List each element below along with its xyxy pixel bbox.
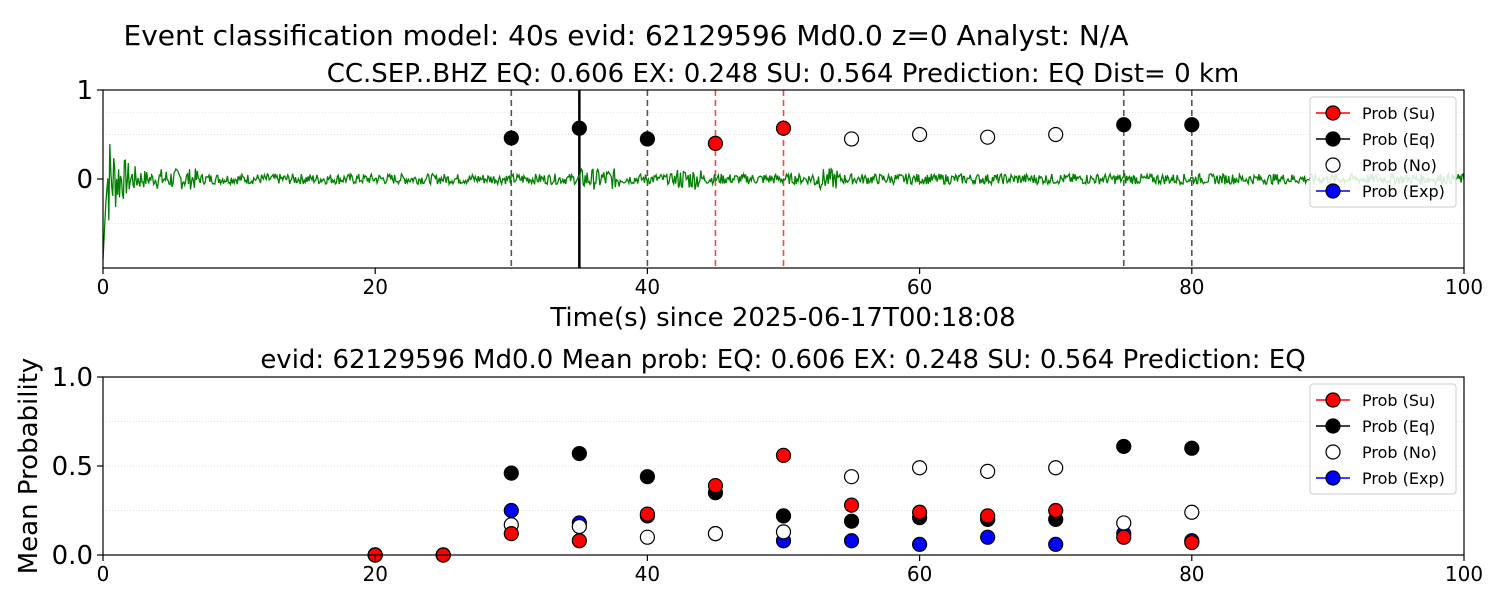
- x-tick-label: 0: [97, 275, 110, 299]
- prob-point-su: [707, 135, 724, 151]
- mean-probability-title: evid: 62129596 Md0.0 Mean prob: EQ: 0.60…: [260, 345, 1305, 375]
- mean-probability-grid: [103, 421, 1464, 511]
- legend-marker: [1325, 131, 1341, 147]
- legend-marker: [1325, 392, 1341, 408]
- y-tick-label: 1: [76, 76, 93, 106]
- prob-point-eq: [571, 120, 587, 136]
- prob-point-no: [1048, 126, 1064, 143]
- legend-marker: [1325, 444, 1341, 460]
- mean-probability-x-ticks: 0 20 40 60 80 100: [97, 555, 1483, 586]
- x-tick-label: 60: [907, 275, 932, 299]
- x-tick-label: 40: [635, 275, 660, 299]
- legend-label: Prob (Exp): [1362, 469, 1445, 488]
- mean-probsu-point: [980, 508, 996, 524]
- waveform-title: CC.SEP..BHZ EQ: 0.606 EX: 0.248 SU: 0.56…: [327, 59, 1240, 89]
- legend-label: Prob (No): [1362, 156, 1437, 175]
- prob-point-eq: [639, 131, 656, 147]
- mean-probno-point: [571, 518, 587, 535]
- x-tick-label: 0: [97, 562, 110, 586]
- mean-probno-point: [639, 529, 656, 545]
- legend-marker: [1325, 418, 1341, 434]
- waveform-panel: CC.SEP..BHZ EQ: 0.606 EX: 0.248 SU: 0.56…: [76, 59, 1483, 333]
- mean-probeq-point: [775, 508, 792, 524]
- mean-probeq-point: [503, 465, 519, 481]
- mean-probsu-point: [911, 504, 928, 520]
- mean-probno-point: [843, 469, 860, 485]
- mean-probno-point: [1048, 460, 1064, 476]
- legend-label: Prob (No): [1362, 443, 1437, 462]
- mean-probexp-point: [911, 536, 928, 552]
- prob-point-eq: [1116, 117, 1132, 133]
- mean-probexp-point: [980, 529, 996, 545]
- mean-probeq-point: [843, 513, 860, 529]
- legend-label: Prob (Eq): [1362, 417, 1435, 436]
- legend-label: Prob (Su): [1362, 104, 1435, 123]
- mean-probsu-point: [503, 526, 519, 542]
- mean-probability-ylabel: Mean Probability: [14, 358, 44, 575]
- legend-label: Prob (Exp): [1362, 182, 1445, 201]
- mean-probsu-point: [1048, 502, 1064, 519]
- mean-probability-points: [367, 438, 1200, 563]
- mean-probeq-point: [639, 469, 656, 485]
- waveform-trace: [102, 143, 1465, 260]
- waveform-line: [102, 143, 1465, 260]
- x-tick-label: 40: [635, 562, 660, 586]
- prob-point-no: [843, 131, 860, 147]
- y-tick-label: 0: [76, 165, 93, 195]
- mean-probsu-point: [571, 533, 587, 549]
- mean-probability-legend: Prob (Su) Prob (Eq) Prob (No) Prob (Exp): [1309, 383, 1457, 495]
- prob-point-no: [911, 126, 928, 143]
- mean-probexp-point: [503, 502, 519, 519]
- x-tick-label: 60: [907, 562, 932, 586]
- x-tick-label: 100: [1445, 275, 1483, 299]
- mean-probsu-point: [707, 477, 724, 494]
- legend-label: Prob (Su): [1362, 391, 1435, 410]
- legend-marker: [1325, 470, 1341, 486]
- legend-marker: [1325, 105, 1341, 121]
- mean-probno-point: [980, 463, 996, 479]
- mean-probability-y-ticks: 0.0 0.5 1.0: [52, 363, 103, 571]
- y-tick-label: 0.0: [52, 541, 93, 571]
- waveform-xlabel: Time(s) since 2025-06-17T00:18:08: [549, 303, 1015, 333]
- mean-probsu-point: [1116, 529, 1132, 545]
- waveform-x-ticks: 0 20 40 60 80 100: [97, 268, 1483, 299]
- mean-probsu-point: [775, 447, 792, 463]
- prob-point-su: [775, 120, 792, 136]
- legend-marker: [1325, 157, 1341, 173]
- mean-probeq-point: [1116, 438, 1132, 455]
- mean-probno-point: [1184, 504, 1200, 520]
- waveform-y-ticks: 10: [76, 76, 103, 195]
- mean-probability-panel: evid: 62129596 Md0.0 Mean prob: EQ: 0.60…: [14, 345, 1483, 586]
- x-tick-label: 80: [1179, 562, 1204, 586]
- window-probability-points: [503, 117, 1200, 151]
- mean-probexp-point: [843, 533, 860, 549]
- legend-box: [1309, 383, 1457, 495]
- mean-probno-point: [775, 524, 792, 540]
- y-tick-label: 1.0: [52, 363, 93, 393]
- mean-probsu-point: [639, 506, 656, 522]
- x-tick-label: 100: [1445, 562, 1483, 586]
- mean-probsu-point: [1184, 534, 1200, 551]
- mean-probeq-point: [1184, 440, 1200, 456]
- mean-probeq-point: [571, 445, 587, 462]
- mean-probsu-point: [843, 497, 860, 513]
- waveform-legend: Prob (Su) Prob (Eq) Prob (No) Prob (Exp): [1309, 96, 1457, 208]
- mean-probno-point: [707, 526, 724, 542]
- y-tick-label: 0.5: [52, 452, 93, 482]
- legend-label: Prob (Eq): [1362, 130, 1435, 149]
- mean-probno-point: [911, 460, 928, 476]
- legend-box: [1309, 96, 1457, 208]
- legend-marker: [1325, 183, 1341, 199]
- prob-point-eq: [1184, 117, 1200, 133]
- x-tick-label: 80: [1179, 275, 1204, 299]
- x-tick-label: 20: [362, 562, 387, 586]
- prob-point-eq: [503, 130, 519, 146]
- prob-point-no: [980, 129, 996, 145]
- x-tick-label: 20: [362, 275, 387, 299]
- mean-probno-point: [1116, 515, 1132, 531]
- mean-probexp-point: [1048, 536, 1064, 552]
- figure-suptitle: Event classification model: 40s evid: 62…: [124, 19, 1129, 52]
